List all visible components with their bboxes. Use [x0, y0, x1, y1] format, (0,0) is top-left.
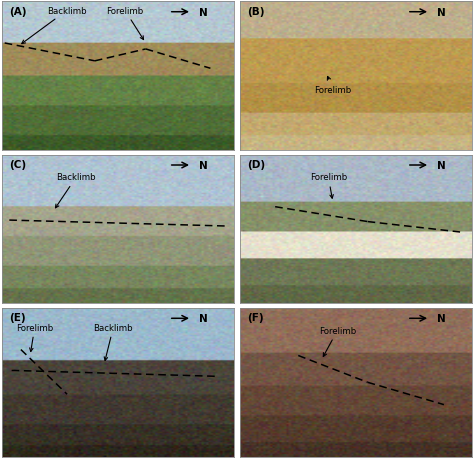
Text: Forelimb: Forelimb — [16, 323, 54, 352]
Text: N: N — [199, 8, 208, 18]
Text: N: N — [437, 161, 446, 171]
Text: N: N — [437, 313, 446, 324]
Text: N: N — [437, 8, 446, 18]
Text: Forelimb: Forelimb — [314, 77, 352, 95]
Text: Backlimb: Backlimb — [93, 323, 133, 361]
Text: (F): (F) — [247, 313, 264, 323]
Text: N: N — [199, 161, 208, 171]
Text: Backlimb: Backlimb — [55, 173, 96, 208]
Text: Forelimb: Forelimb — [319, 326, 356, 357]
Text: (D): (D) — [247, 160, 265, 170]
Text: Forelimb: Forelimb — [310, 173, 347, 199]
Text: N: N — [199, 313, 208, 324]
Text: Backlimb: Backlimb — [22, 7, 87, 45]
Text: (E): (E) — [9, 313, 26, 323]
Text: (B): (B) — [247, 7, 265, 17]
Text: (A): (A) — [9, 7, 27, 17]
Text: (C): (C) — [9, 160, 27, 170]
Text: Forelimb: Forelimb — [106, 7, 144, 40]
